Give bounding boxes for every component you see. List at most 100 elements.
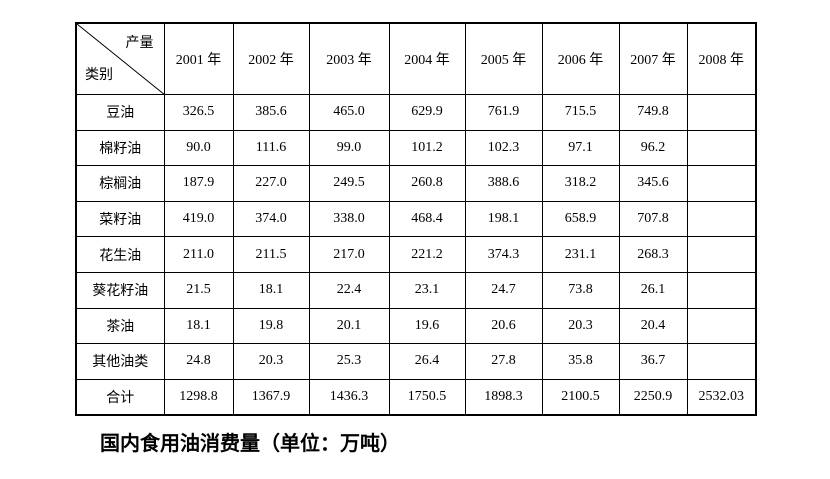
value-cell: 198.1 xyxy=(464,200,543,238)
value-cell: 268.3 xyxy=(618,236,688,273)
value-cell: 629.9 xyxy=(388,94,466,131)
row-label: 葵花籽油 xyxy=(75,271,165,309)
value-cell: 24.7 xyxy=(464,271,543,309)
value-cell: 221.2 xyxy=(388,236,466,273)
value-cell: 345.6 xyxy=(618,165,688,202)
empty-cell xyxy=(686,307,757,345)
value-cell: 658.9 xyxy=(541,200,620,238)
table-row: 棉籽油 90.0 111.6 99.0 101.2 102.3 97.1 96.2 xyxy=(75,129,757,167)
value-cell: 25.3 xyxy=(308,343,390,380)
caption: 国内食用油消费量（单位：万吨） xyxy=(100,431,400,455)
corner-top: 产量 xyxy=(125,36,154,51)
value-cell: 21.5 xyxy=(163,271,234,309)
column-header: 2006 年 xyxy=(541,22,620,95)
value-cell: 27.8 xyxy=(464,343,543,380)
column-header: 2003 年 xyxy=(308,22,390,95)
column-header: 2007 年 xyxy=(618,22,688,95)
table-row: 茶油 18.1 19.8 20.1 19.6 20.6 20.3 20.4 xyxy=(75,307,757,345)
row-label: 棕榈油 xyxy=(75,165,165,202)
value-cell: 97.1 xyxy=(541,129,620,167)
value-cell: 96.2 xyxy=(618,129,688,167)
value-cell: 1298.8 xyxy=(163,378,234,416)
table-row: 棕榈油 187.9 227.0 249.5 260.8 388.6 318.2 345.6 xyxy=(75,165,757,202)
value-cell: 36.7 xyxy=(618,343,688,380)
empty-cell xyxy=(686,271,757,309)
empty-cell xyxy=(686,236,757,273)
value-cell: 374.0 xyxy=(232,200,310,238)
value-cell: 20.3 xyxy=(541,307,620,345)
row-label: 合计 xyxy=(75,378,165,416)
value-cell: 2250.9 xyxy=(618,378,688,416)
value-cell: 90.0 xyxy=(163,129,234,167)
empty-cell xyxy=(686,200,757,238)
empty-cell xyxy=(686,165,757,202)
diagonal xyxy=(77,24,165,95)
value-cell: 419.0 xyxy=(163,200,234,238)
corner-cell: 产量 类别 xyxy=(75,22,165,95)
empty-cell xyxy=(686,343,757,380)
value-cell: 20.3 xyxy=(232,343,310,380)
column-header: 2001 年 xyxy=(163,22,234,95)
row-label: 菜籽油 xyxy=(75,200,165,238)
column-header: 2004 年 xyxy=(388,22,466,95)
value-cell: 26.4 xyxy=(388,343,466,380)
value-cell: 715.5 xyxy=(541,94,620,131)
row-label: 茶油 xyxy=(75,307,165,345)
value-cell: 99.0 xyxy=(308,129,390,167)
table-row: 花生油 211.0 211.5 217.0 221.2 374.3 231.1 268.3 xyxy=(75,236,757,273)
value-cell: 101.2 xyxy=(388,129,466,167)
value-cell: 111.6 xyxy=(232,129,310,167)
row-label: 棉籽油 xyxy=(75,129,165,167)
value-cell: 374.3 xyxy=(464,236,543,273)
value-cell: 326.5 xyxy=(163,94,234,131)
value-cell: 18.1 xyxy=(232,271,310,309)
value-cell: 217.0 xyxy=(308,236,390,273)
value-cell: 338.0 xyxy=(308,200,390,238)
value-cell: 260.8 xyxy=(388,165,466,202)
value-cell: 249.5 xyxy=(308,165,390,202)
data-table: 产量 类别 2001 年 2002 年 2003 年 2004 年 2005 年 2006… xyxy=(75,22,757,417)
table-row: 其他油类 24.8 20.3 25.3 26.4 27.8 35.8 36.7 xyxy=(75,343,757,380)
table-row: 合计 1298.8 1367.9 1436.3 1750.5 1898.3 2100.5 22… xyxy=(75,378,757,416)
value-cell: 19.6 xyxy=(388,307,466,345)
value-cell: 385.6 xyxy=(232,94,310,131)
empty-cell xyxy=(686,94,757,131)
row-label: 花生油 xyxy=(75,236,165,273)
value-cell: 761.9 xyxy=(464,94,543,131)
value-cell: 227.0 xyxy=(232,165,310,202)
value-cell: 26.1 xyxy=(618,271,688,309)
empty-cell xyxy=(686,129,757,167)
value-cell: 211.5 xyxy=(232,236,310,273)
value-cell: 2100.5 xyxy=(541,378,620,416)
value-cell: 18.1 xyxy=(163,307,234,345)
value-cell: 388.6 xyxy=(464,165,543,202)
value-cell: 73.8 xyxy=(541,271,620,309)
table-row: 豆油 326.5 385.6 465.0 629.9 761.9 715.5 749.8 xyxy=(75,94,757,131)
value-cell: 707.8 xyxy=(618,200,688,238)
table-row: 葵花籽油 21.5 18.1 22.4 23.1 24.7 73.8 26.1 xyxy=(75,271,757,309)
value-cell: 19.8 xyxy=(232,307,310,345)
value-cell: 2532.03 xyxy=(686,378,757,416)
value-cell: 211.0 xyxy=(163,236,234,273)
value-cell: 35.8 xyxy=(541,343,620,380)
column-header: 2008 年 xyxy=(686,22,757,95)
value-cell: 20.1 xyxy=(308,307,390,345)
value-cell: 22.4 xyxy=(308,271,390,309)
value-cell: 20.4 xyxy=(618,307,688,345)
value-cell: 1898.3 xyxy=(464,378,543,416)
value-cell: 318.2 xyxy=(541,165,620,202)
column-header: 2005 年 xyxy=(464,22,543,95)
corner-bottom: 类别 xyxy=(85,68,113,83)
table-row: 菜籽油 419.0 374.0 338.0 468.4 198.1 658.9 707.8 xyxy=(75,200,757,238)
value-cell: 1367.9 xyxy=(232,378,310,416)
header-row: 产量 类别 2001 年 2002 年 2003 年 2004 年 2005 年 2006… xyxy=(75,22,757,95)
value-cell: 187.9 xyxy=(163,165,234,202)
value-cell: 1436.3 xyxy=(308,378,390,416)
row-label: 豆油 xyxy=(75,94,165,131)
row-label: 其他油类 xyxy=(75,343,165,380)
value-cell: 749.8 xyxy=(618,94,688,131)
value-cell: 20.6 xyxy=(464,307,543,345)
value-cell: 231.1 xyxy=(541,236,620,273)
column-header: 2002 年 xyxy=(232,22,310,95)
